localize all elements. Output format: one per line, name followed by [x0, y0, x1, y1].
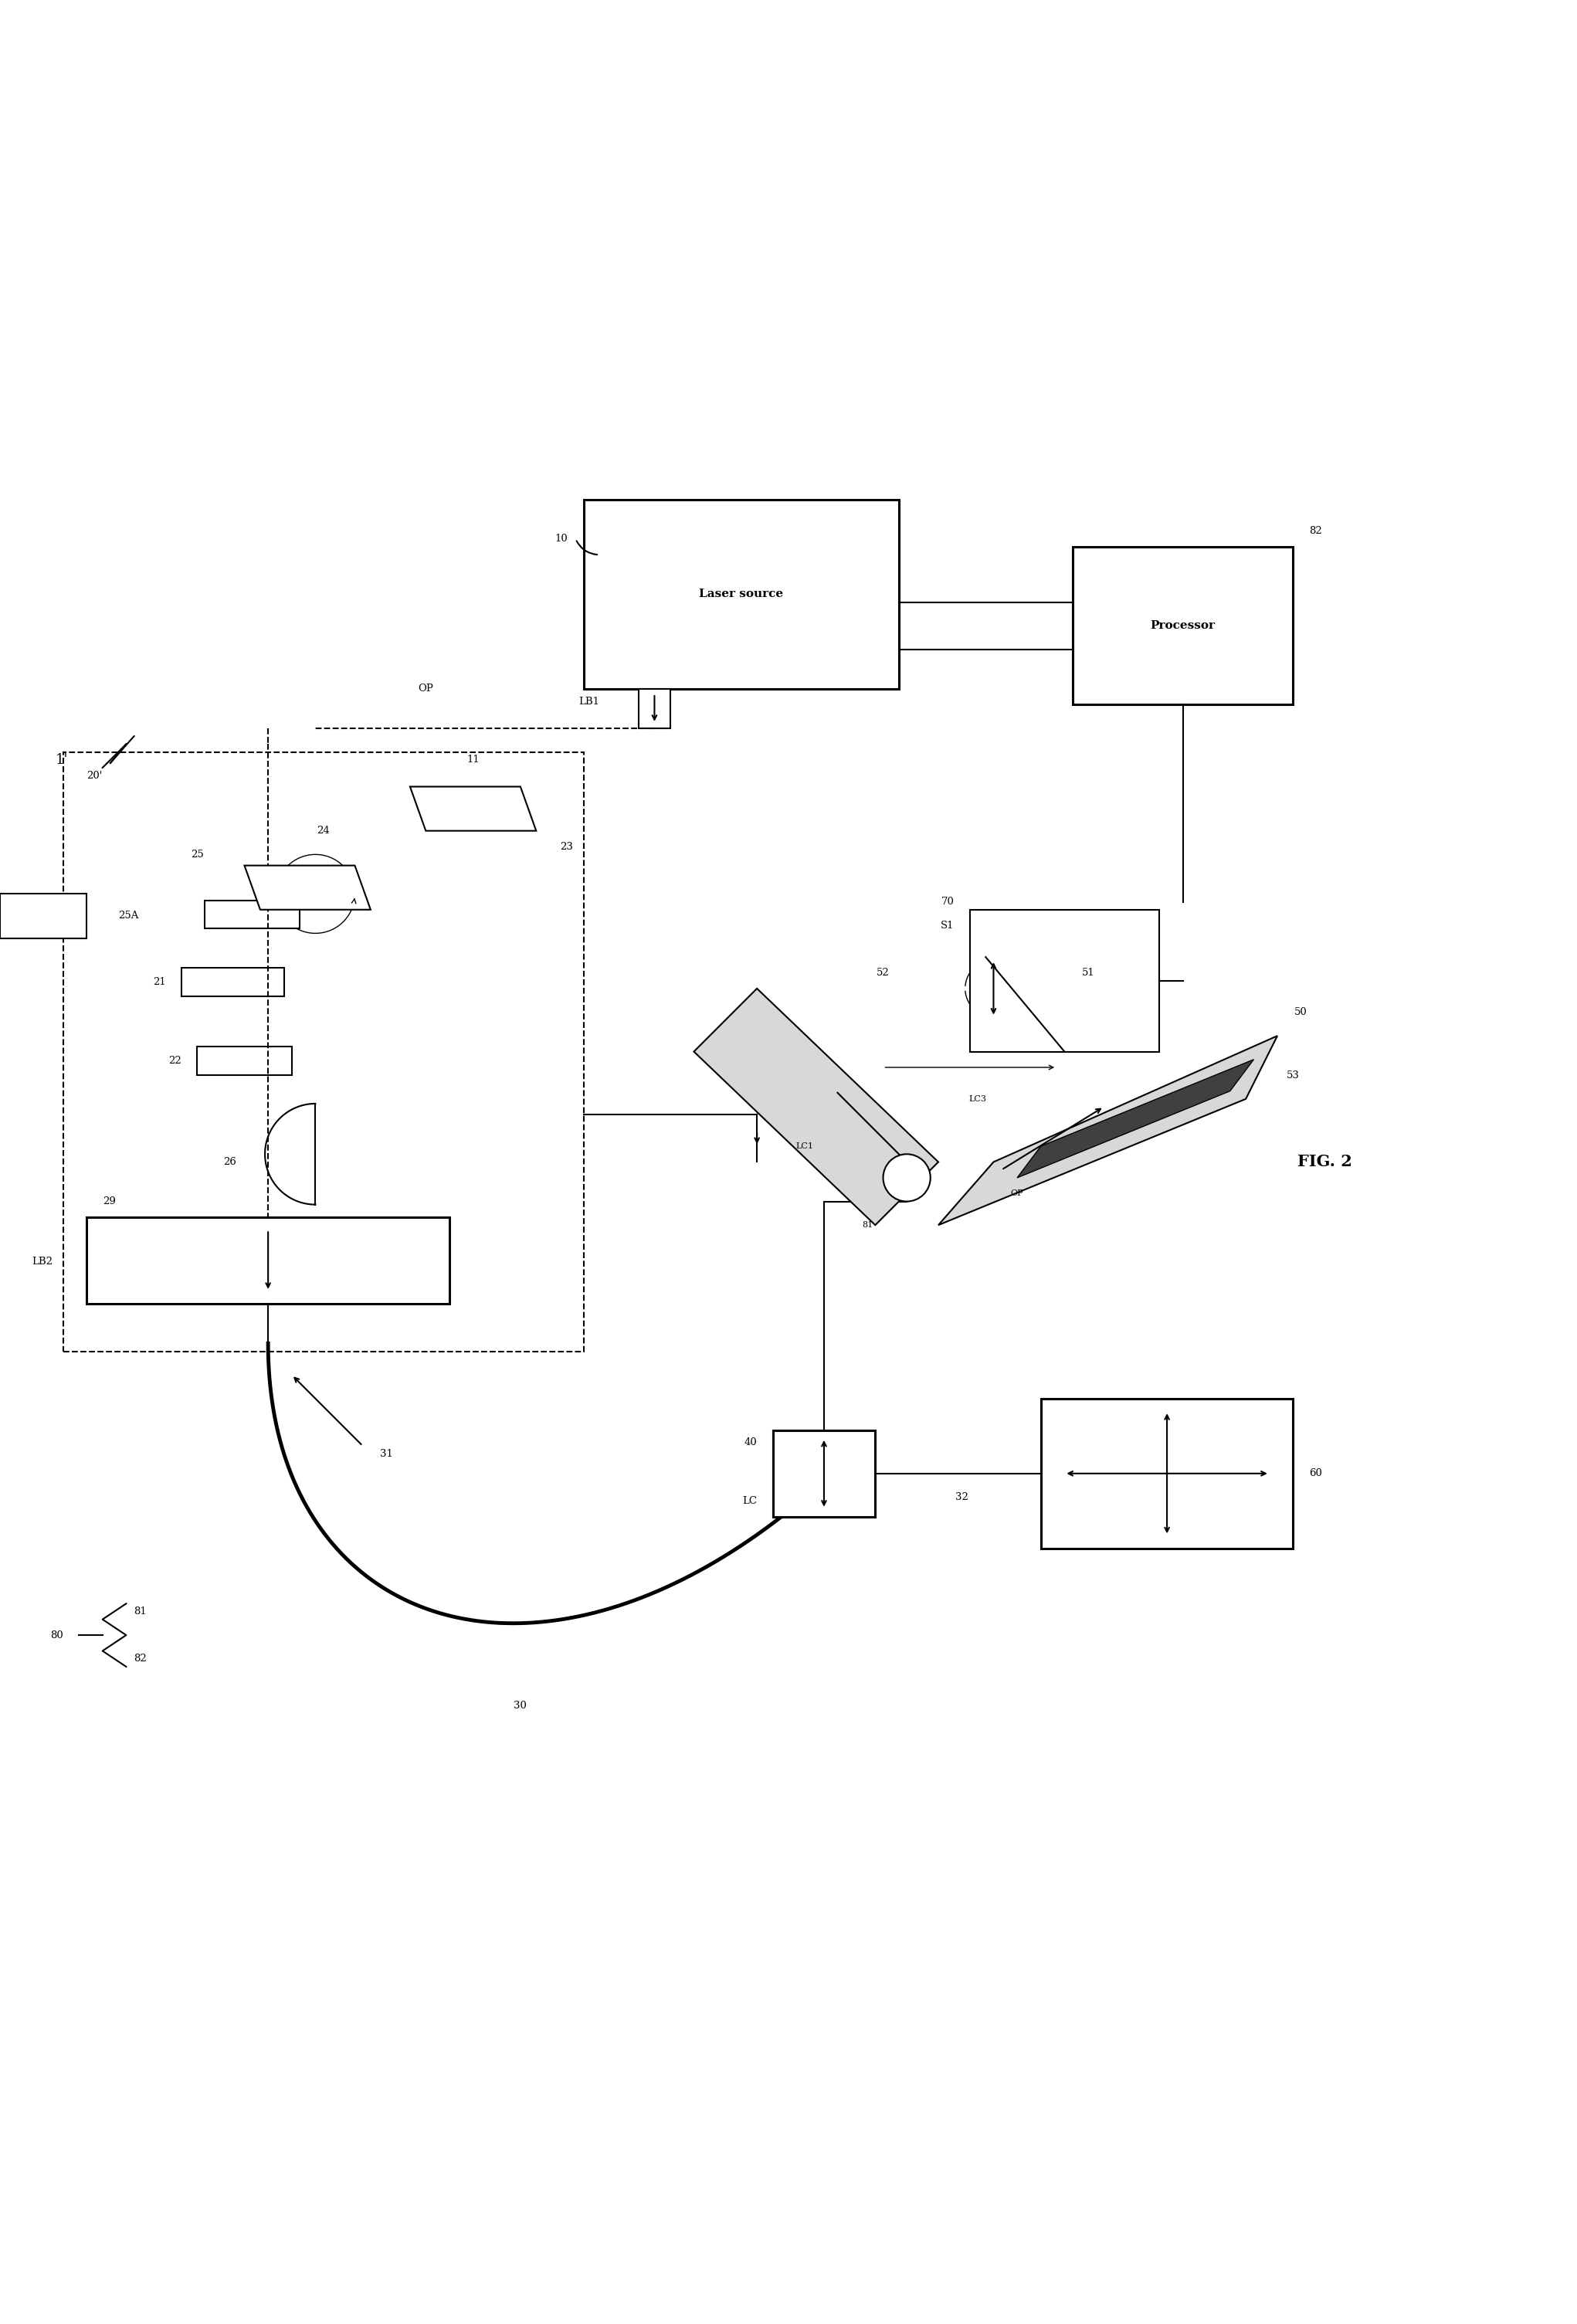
Text: LC3: LC3 — [968, 1095, 987, 1104]
Bar — [583, 500, 899, 688]
Text: LC2: LC2 — [1110, 1118, 1129, 1127]
Bar — [970, 909, 1159, 1050]
Polygon shape — [410, 786, 536, 830]
Bar — [773, 1429, 875, 1518]
Text: 52: 52 — [877, 967, 889, 978]
Circle shape — [883, 1155, 930, 1202]
Text: FIG. 2: FIG. 2 — [1298, 1155, 1351, 1169]
Text: LB2: LB2 — [32, 1257, 52, 1267]
Text: 51: 51 — [1082, 967, 1094, 978]
Text: Processor: Processor — [1150, 621, 1216, 632]
Bar — [87, 1218, 449, 1304]
Text: 26: 26 — [224, 1157, 237, 1167]
Text: 22: 22 — [169, 1055, 181, 1067]
Text: LB1: LB1 — [579, 697, 599, 706]
Text: 20': 20' — [87, 772, 103, 781]
Text: 81: 81 — [134, 1606, 147, 1618]
Text: 31: 31 — [380, 1448, 393, 1459]
Bar — [639, 688, 670, 727]
Text: 30: 30 — [514, 1701, 527, 1710]
Bar — [197, 1046, 292, 1076]
Text: 80: 80 — [50, 1629, 63, 1641]
Text: 32: 32 — [956, 1492, 968, 1501]
Text: 82: 82 — [134, 1655, 147, 1664]
Polygon shape — [938, 1037, 1277, 1225]
Polygon shape — [694, 988, 938, 1225]
Text: 50: 50 — [1295, 1006, 1307, 1018]
Text: 25A: 25A — [118, 911, 139, 920]
Text: 40: 40 — [744, 1439, 757, 1448]
Text: 1': 1' — [55, 753, 68, 767]
Text: 24: 24 — [317, 825, 330, 837]
Text: 82: 82 — [1309, 525, 1322, 537]
Text: 25: 25 — [191, 851, 203, 860]
Text: 81: 81 — [863, 1220, 872, 1229]
Text: 21: 21 — [153, 976, 166, 988]
Text: S1: S1 — [940, 920, 954, 930]
Text: 70: 70 — [941, 897, 954, 906]
Text: 60: 60 — [1309, 1469, 1322, 1478]
Bar — [63, 753, 583, 1350]
Text: LC: LC — [743, 1497, 757, 1506]
Text: 23: 23 — [560, 841, 572, 851]
Text: OP: OP — [418, 683, 434, 695]
Text: 10: 10 — [555, 535, 568, 544]
Bar — [1072, 546, 1293, 704]
Text: 53: 53 — [1287, 1071, 1299, 1081]
Bar — [181, 969, 284, 997]
Bar — [205, 899, 300, 930]
Text: LC1: LC1 — [795, 1143, 814, 1150]
Polygon shape — [244, 865, 371, 909]
Polygon shape — [1017, 1060, 1254, 1178]
Text: 29: 29 — [103, 1197, 115, 1206]
Text: Laser source: Laser source — [699, 588, 784, 600]
Bar — [1041, 1399, 1293, 1548]
Text: 11: 11 — [467, 755, 479, 765]
Bar — [0, 895, 87, 939]
Text: OP: OP — [1011, 1190, 1023, 1197]
